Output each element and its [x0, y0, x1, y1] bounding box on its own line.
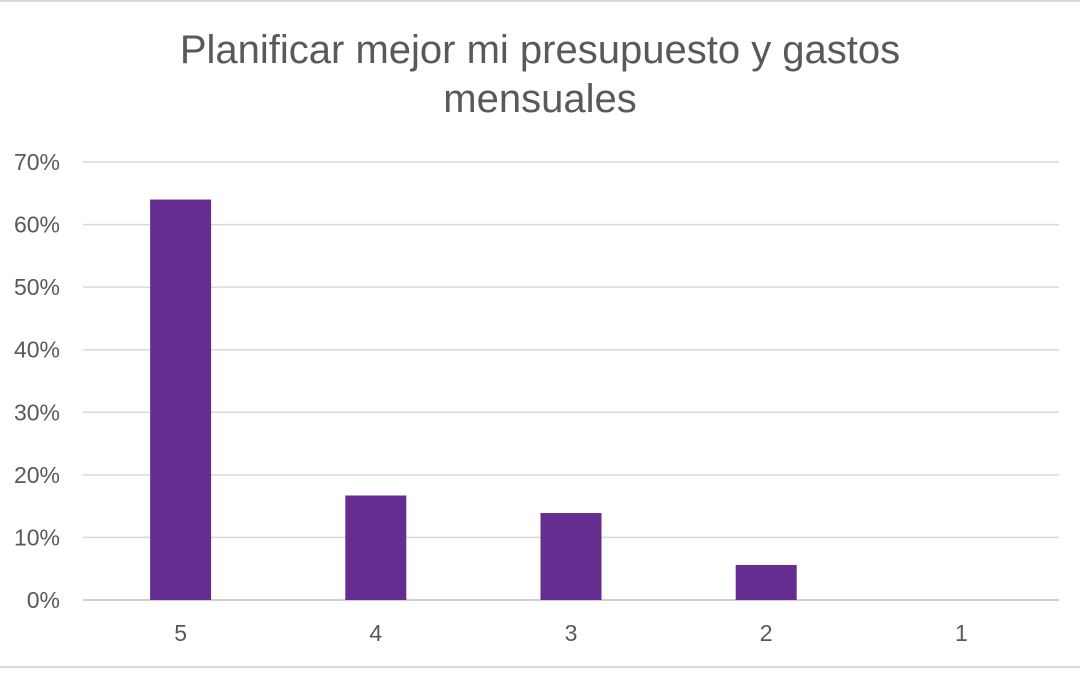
y-tick-label: 70%: [14, 149, 60, 175]
chart-title-line-1: Planificar mejor mi presupuesto y gastos: [179, 28, 901, 72]
y-tick-label: 40%: [14, 337, 60, 363]
bars: [150, 199, 797, 601]
x-tick-labels: 5 4 3 2 1: [174, 620, 968, 646]
bar-4: [345, 495, 407, 600]
chart-frame-bottom: [0, 666, 1080, 668]
x-tick-label-2: 2: [760, 620, 773, 646]
y-tick-label: 20%: [14, 462, 60, 488]
x-tick-label-1: 1: [955, 620, 968, 646]
x-tick-label-4: 4: [369, 620, 382, 646]
y-tick-label: 30%: [14, 399, 60, 425]
bar-5: [150, 199, 212, 601]
chart-title-line-2: mensuales: [443, 77, 637, 121]
chart-frame-top: [0, 0, 1080, 2]
bar-2: [735, 564, 797, 600]
y-tick-label: 50%: [14, 274, 60, 300]
y-tick-label: 10%: [14, 524, 60, 550]
bar-3: [540, 513, 602, 600]
chart-title: Planificar mejor mi presupuesto y gastos…: [0, 26, 1080, 124]
y-tick-label: 0%: [27, 587, 60, 613]
x-tick-label-5: 5: [174, 620, 187, 646]
y-tick-label: 60%: [14, 212, 60, 238]
gridlines: [83, 161, 1059, 601]
x-tick-label-3: 3: [565, 620, 578, 646]
y-tick-labels: 0% 10% 20% 30% 40% 50% 60% 70%: [14, 149, 60, 613]
